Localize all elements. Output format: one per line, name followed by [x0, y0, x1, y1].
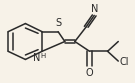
Text: Cl: Cl — [120, 57, 129, 67]
Text: O: O — [86, 68, 93, 78]
Text: N: N — [91, 4, 99, 14]
Text: H: H — [41, 53, 46, 59]
Text: N: N — [33, 53, 41, 63]
Text: S: S — [55, 18, 61, 28]
